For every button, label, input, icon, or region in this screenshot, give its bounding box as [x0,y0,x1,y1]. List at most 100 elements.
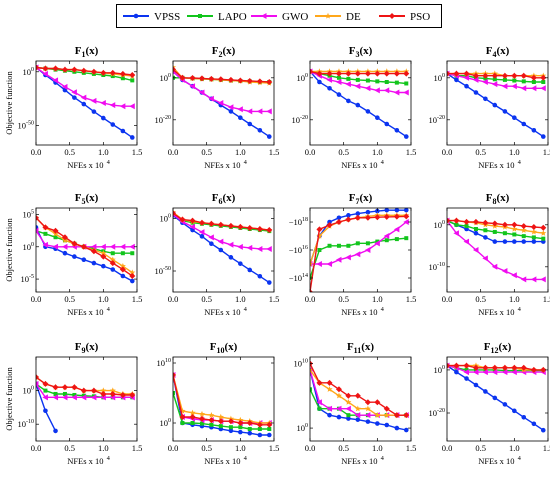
legend-entry-de: DE [315,11,361,23]
data-point-vpss [365,419,371,424]
x-tick-label: 0.5 [338,443,349,453]
plot-frame [446,60,549,146]
y-axis-label: Objective function [4,71,14,135]
series-group [310,360,410,433]
data-point-pso [100,253,107,260]
data-point-vpss [53,428,58,434]
data-point-vpss [228,428,234,434]
x-tick-label: 0.0 [442,147,453,157]
x-tick-label: 1.0 [98,147,109,157]
data-point-pso [52,384,59,391]
data-point-pso [217,418,224,425]
x-axis-label: NFEs x 10 4 [204,306,247,317]
data-point-lapo [384,80,389,84]
data-point-vpss [355,417,361,422]
data-point-pso [491,220,498,227]
data-point-lapo [62,391,67,396]
data-point-pso [501,221,508,228]
data-point-pso [520,72,527,79]
legend-svg: VPSS LAPO GWO DE PSO [123,11,430,23]
x-tick-label: 1.0 [98,443,109,453]
data-point-pso [540,366,547,373]
data-point-pso [129,391,136,398]
y-tick-label: 10-10 [18,419,35,429]
data-point-pso [256,78,263,85]
legend-entry-pso: PSO [379,11,430,23]
data-point-vpss [266,134,272,139]
data-point-pso [129,272,136,279]
data-point-pso [71,240,78,247]
data-point-pso [100,69,107,76]
legend-label: PSO [410,11,430,23]
data-point-gwo [530,85,537,92]
data-point-vpss [346,416,351,421]
data-point-gwo [80,94,87,101]
data-point-lapo [209,422,214,427]
data-point-gwo [36,227,39,234]
data-point-gwo [326,76,333,83]
series-group [36,374,136,434]
legend-marker [261,13,267,19]
data-point-pso [71,66,78,73]
data-point-gwo [540,276,546,283]
data-point-vpss [492,395,498,401]
x-tick-label: 0.0 [168,443,179,453]
data-point-de [100,387,107,394]
data-point-gwo [256,245,263,252]
data-point-gwo [52,77,59,84]
y-tick-label: 10-20 [429,408,446,418]
x-tick-label: 0.5 [201,443,212,453]
data-point-pso [266,421,273,428]
series-group [310,208,410,292]
data-point-vpss [238,429,243,435]
subplot-title: F6(x) [212,192,236,206]
data-point-lapo [346,76,351,81]
data-point-gwo [364,412,371,419]
data-point-vpss [209,241,214,246]
data-point-pso [71,384,78,391]
y-tick-label: 100 [434,220,446,230]
y-tick-label: 100 [23,67,35,77]
data-point-gwo [189,83,196,90]
data-point-gwo [354,251,361,258]
y-tick-label: 10-20 [292,115,309,125]
data-point-pso [540,74,547,81]
data-point-gwo [482,79,488,85]
data-point-lapo [502,231,507,236]
data-point-gwo [80,394,87,401]
data-point-vpss [502,109,508,114]
data-point-vpss [531,239,537,244]
y-axis-label: Objective function [4,218,14,282]
data-point-pso [482,72,489,79]
data-point-pso [208,220,215,227]
data-point-de [100,250,107,256]
data-point-pso [246,420,253,426]
data-point-pso [179,74,186,81]
data-point-gwo [227,241,234,248]
data-point-lapo [346,413,351,418]
data-point-gwo [208,234,214,241]
data-point-lapo [365,78,370,83]
data-point-vpss [365,209,371,215]
x-tick-label: 1.5 [132,147,143,157]
data-point-de [354,405,361,412]
x-axis-label: NFEs x 10 4 [67,306,110,317]
data-point-pso [246,224,253,231]
data-point-gwo [100,100,106,106]
x-axis-label: NFEs x 10 4 [67,159,110,170]
data-point-pso [511,364,518,371]
data-point-de [119,263,126,269]
series-group [36,64,136,140]
data-point-lapo [404,81,409,86]
data-point-pso [530,223,537,230]
data-point-vpss [257,128,263,133]
y-tick-label: 100 [160,73,172,83]
data-point-gwo [530,276,537,283]
x-tick-label: 0.5 [64,294,75,304]
data-point-pso [173,210,176,217]
data-point-vpss [257,432,263,438]
x-axis-label: NFEs x 10 4 [478,159,521,170]
subplot-title: F10(x) [210,341,238,355]
data-point-gwo [453,230,459,237]
data-point-de [364,405,371,412]
